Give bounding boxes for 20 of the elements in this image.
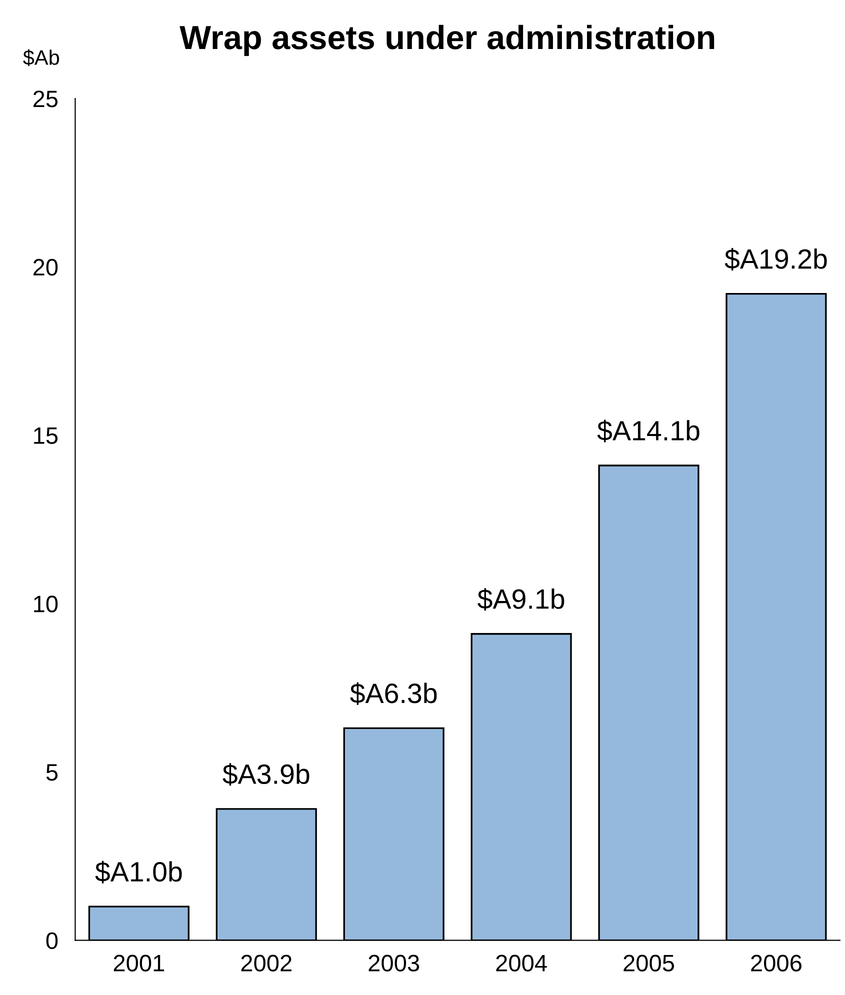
data-label: $A6.3b — [350, 682, 437, 705]
data-label: $A14.1b — [597, 420, 700, 442]
chart-title: Wrap assets under administration — [180, 24, 714, 56]
x-tick-label: 2002 — [241, 954, 292, 972]
data-label: $A3.9b — [222, 763, 310, 786]
y-axis-title: $Ab — [23, 49, 60, 66]
y-tick-label: 15 — [34, 428, 58, 444]
x-tick-label: 2003 — [368, 954, 420, 972]
x-tick-label: 2005 — [624, 954, 674, 972]
y-tick-label: 0 — [46, 932, 58, 950]
x-tick-label: 2004 — [496, 954, 547, 972]
data-label: $A19.2b — [724, 248, 827, 271]
x-tick-label: 2001 — [114, 954, 164, 972]
y-tick-label: 5 — [46, 764, 58, 781]
y-tick-label: 10 — [34, 596, 58, 612]
x-tick-label: 2006 — [751, 954, 802, 972]
y-tick-label: 20 — [33, 258, 58, 276]
y-tick-label: 25 — [33, 90, 58, 108]
data-label: $A9.1b — [478, 588, 564, 611]
data-label: $A1.0b — [95, 860, 182, 884]
